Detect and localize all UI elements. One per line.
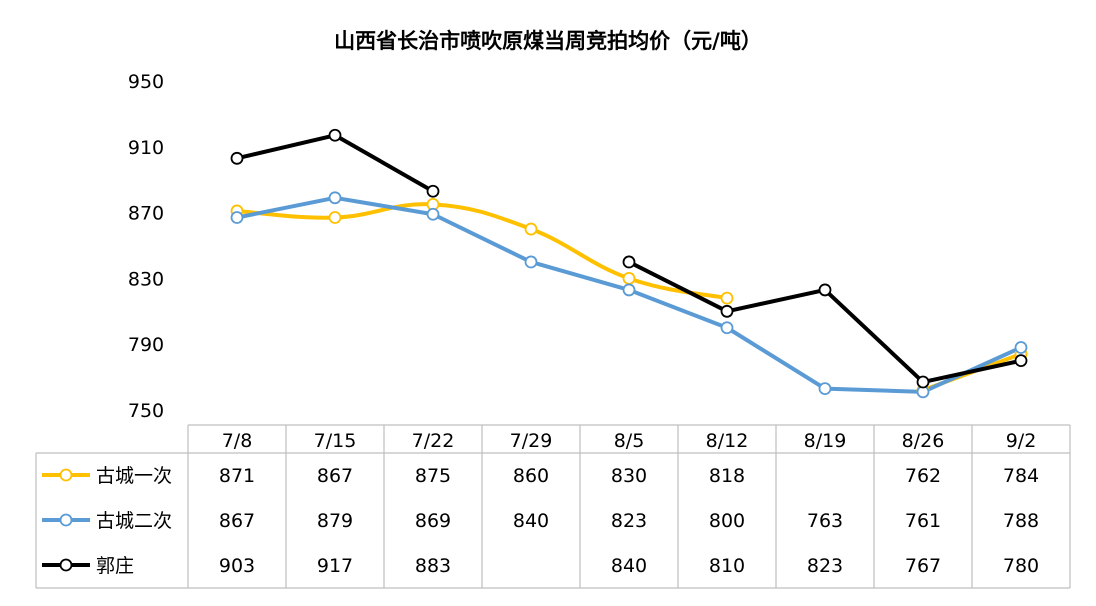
data-point-gucheng-second	[328, 191, 342, 205]
data-table: 古城一次 871 867 875 860 830 818 762 784 古城二次 867 879 86…	[42, 465, 1039, 577]
table-cell-value: 879	[317, 510, 353, 532]
data-point-guozhuang	[426, 184, 440, 198]
data-point-guozhuang	[1014, 354, 1028, 368]
y-tick-label: 830	[128, 268, 164, 290]
data-point-gucheng-first	[720, 291, 734, 305]
chart-title: 山西省长治市喷吹原煤当周竞拍均价（元/吨）	[334, 29, 762, 53]
table-cell-value: 830	[611, 465, 647, 487]
table-cell-value: 917	[317, 555, 353, 577]
table-cell-value: 788	[1003, 510, 1039, 532]
table-cell-value: 761	[905, 510, 941, 532]
table-cell-value: 840	[513, 510, 549, 532]
series-line-guozhuang	[627, 259, 1023, 385]
series-line-guozhuang	[235, 133, 435, 194]
data-point-gucheng-second	[426, 207, 440, 221]
table-cell-value: 883	[415, 555, 451, 577]
data-point-gucheng-first	[622, 271, 636, 285]
x-tick-label: 8/19	[804, 430, 847, 452]
data-point-gucheng-second	[524, 255, 538, 269]
y-axis: 950 910 870 830 790 750	[128, 71, 164, 422]
legend-label-guozhuang: 郭庄	[96, 555, 134, 577]
table-cell-value: 800	[709, 510, 745, 532]
x-axis-labels: 7/8 7/15 7/22 7/29 8/5 8/12 8/19 8/26 9/2	[222, 430, 1037, 452]
y-tick-label: 870	[128, 203, 164, 225]
y-tick-label: 910	[128, 137, 164, 159]
x-tick-label: 7/8	[222, 430, 253, 452]
x-tick-label: 7/29	[510, 430, 553, 452]
table-cell-value: 871	[219, 465, 255, 487]
legend-label-gucheng-first: 古城一次	[96, 465, 172, 487]
data-point-guozhuang	[720, 304, 734, 318]
data-point-guozhuang	[818, 283, 832, 297]
data-point-gucheng-second	[230, 211, 244, 224]
table-cell-value: 875	[415, 465, 451, 487]
table-cell-value: 763	[807, 510, 843, 532]
table-cell-value: 903	[219, 555, 255, 577]
table-cell-value: 869	[415, 510, 451, 532]
table-cell-value: 867	[317, 465, 353, 487]
y-tick-label: 750	[128, 400, 164, 422]
legend-key-marker-gucheng-first	[59, 468, 73, 482]
data-point-gucheng-second	[720, 321, 734, 335]
table-cell-value: 784	[1003, 465, 1039, 487]
table-cell-value: 840	[611, 555, 647, 577]
table-cell-value: 810	[709, 555, 745, 577]
data-point-gucheng-second	[622, 283, 636, 297]
series-markers	[230, 128, 1028, 399]
series-line-gucheng-first	[235, 202, 729, 301]
data-point-gucheng-second	[818, 382, 832, 396]
table-cell-value: 762	[905, 465, 941, 487]
legend-label-gucheng-second: 古城二次	[96, 510, 172, 532]
x-tick-label: 9/2	[1006, 430, 1037, 452]
data-point-guozhuang	[622, 255, 636, 269]
legend-key-marker-gucheng-second	[59, 513, 73, 527]
data-table-grid	[35, 424, 1071, 589]
table-cell-value: 818	[709, 465, 745, 487]
table-cell-value: 780	[1003, 555, 1039, 577]
data-point-gucheng-first	[524, 222, 538, 236]
x-tick-label: 7/15	[314, 430, 357, 452]
y-tick-label: 950	[128, 71, 164, 93]
data-point-gucheng-first	[328, 211, 342, 224]
x-tick-label: 8/12	[706, 430, 749, 452]
x-tick-label: 8/26	[902, 430, 945, 452]
data-point-guozhuang	[916, 375, 930, 389]
x-tick-label: 7/22	[412, 430, 455, 452]
x-tick-label: 8/5	[614, 430, 645, 452]
legend-key-marker-guozhuang	[59, 558, 73, 572]
data-point-guozhuang	[230, 151, 244, 165]
table-cell-value: 867	[219, 510, 255, 532]
table-cell-value: 823	[807, 555, 843, 577]
table-cell-value: 860	[513, 465, 549, 487]
table-cell-value: 823	[611, 510, 647, 532]
table-cell-value: 767	[905, 555, 941, 577]
data-point-guozhuang	[328, 128, 342, 142]
y-tick-label: 790	[128, 334, 164, 356]
data-point-gucheng-second	[1014, 341, 1028, 354]
